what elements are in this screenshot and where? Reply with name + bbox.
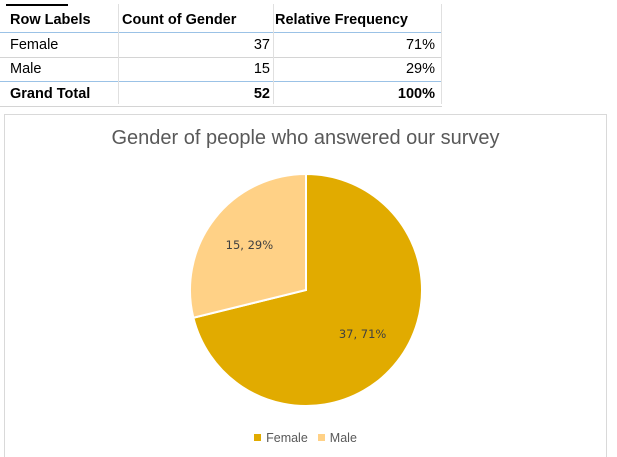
pie-slice-female[interactable] [192,172,423,407]
pivot-grand-total-row: Grand Total 52 100% [0,81,442,107]
row-label-female[interactable]: Female [10,37,59,53]
freq-male[interactable]: 29% [405,61,435,77]
grand-total-label[interactable]: Grand Total [10,86,91,102]
header-relative-frequency[interactable]: Relative Frequency [275,12,408,28]
legend-label-female: Female [266,431,308,445]
count-male[interactable]: 15 [253,61,270,77]
pivot-row-female: Female 37 71% [0,33,442,58]
pie-plot-area: 37, 71% 15, 29% [189,172,423,407]
grid-line [118,4,119,104]
data-label-female: 37, 71% [339,327,387,341]
grand-total-count[interactable]: 52 [253,86,270,102]
header-row-labels[interactable]: Row Labels [10,12,91,28]
grid-line [441,4,442,104]
grid-line [273,4,274,104]
row-label-male[interactable]: Male [10,61,42,77]
pivot-row-male: Male 15 29% [0,57,442,82]
chart-legend: Female Male [5,431,606,445]
chart-title: Gender of people who answered our survey [111,127,500,149]
legend-label-male: Male [329,431,357,445]
freq-female[interactable]: 71% [405,37,435,53]
grand-total-freq[interactable]: 100% [397,86,435,102]
header-count-of-gender[interactable]: Count of Gender [122,12,237,28]
count-female[interactable]: 37 [253,37,270,53]
legend-item-female[interactable]: Female [254,431,308,445]
pie-chart[interactable]: Gender of people who answered our survey… [4,114,607,457]
cell-border-fragment [6,0,68,6]
legend-swatch-male [317,434,325,441]
legend-item-male[interactable]: Male [317,431,357,445]
pivot-header-row: Row Labels Count of Gender Relative Freq… [0,8,442,33]
data-label-male: 15, 29% [226,238,274,252]
pie-slice-male[interactable] [189,172,307,319]
legend-swatch-female [254,434,262,441]
